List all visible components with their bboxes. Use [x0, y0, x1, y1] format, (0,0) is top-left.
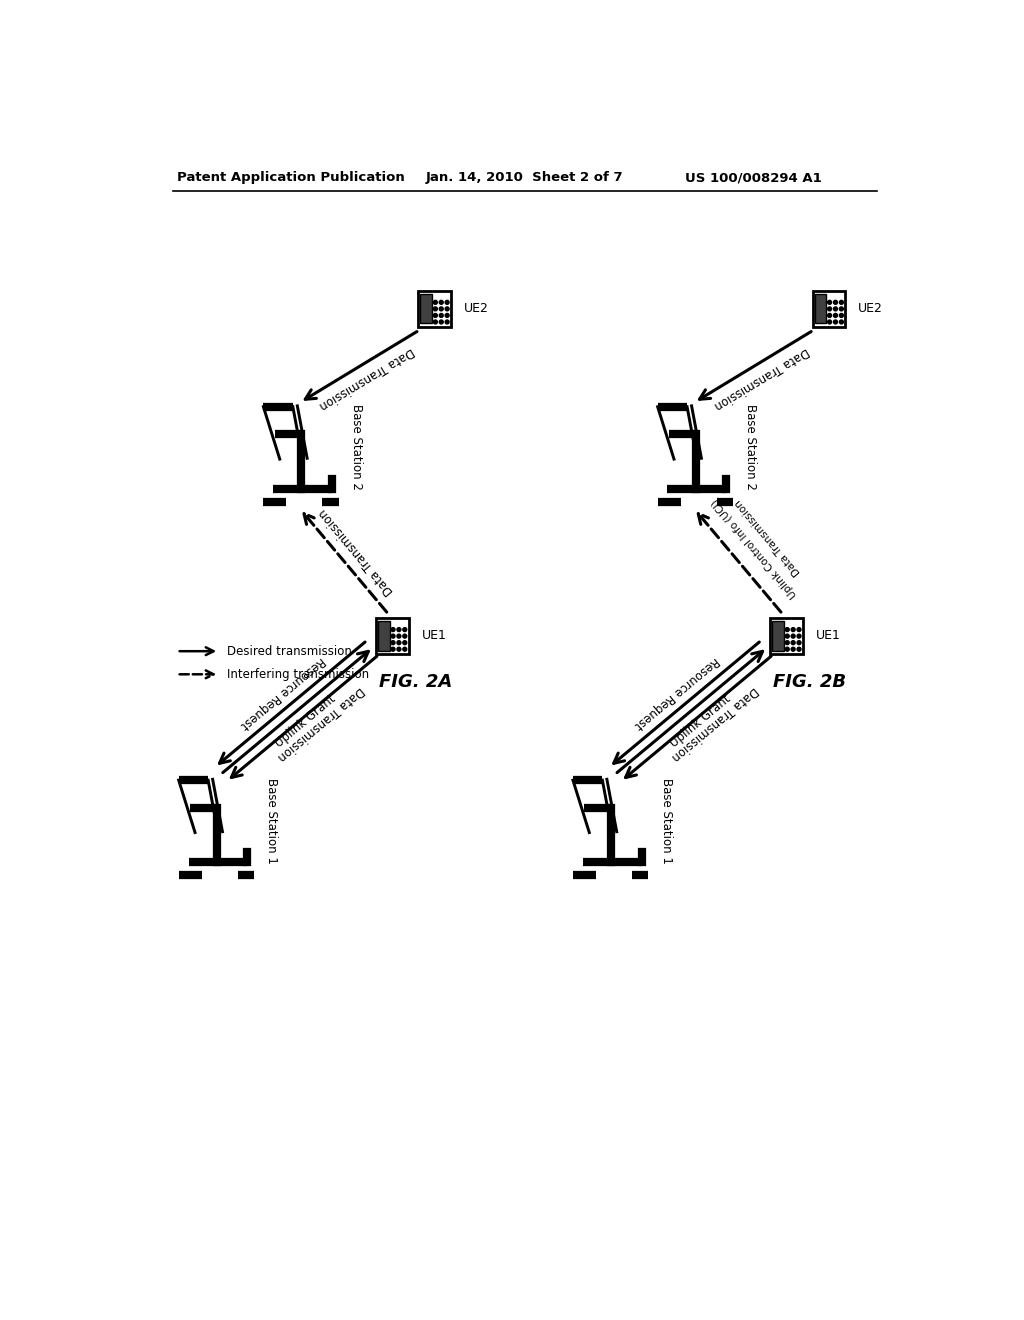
Text: Data Transmission: Data Transmission — [317, 345, 417, 412]
Circle shape — [433, 301, 437, 305]
Text: Interfering transmission: Interfering transmission — [226, 668, 369, 681]
Circle shape — [785, 634, 790, 638]
Text: Base Station 1: Base Station 1 — [265, 777, 279, 863]
Circle shape — [840, 308, 844, 310]
Text: Desired transmission: Desired transmission — [226, 644, 351, 657]
Circle shape — [397, 640, 400, 644]
Circle shape — [433, 308, 437, 310]
Circle shape — [834, 308, 838, 310]
Circle shape — [827, 313, 831, 317]
Circle shape — [797, 647, 801, 651]
Text: Uplink Grant: Uplink Grant — [668, 693, 733, 750]
Circle shape — [792, 634, 795, 638]
Bar — [772, 622, 784, 651]
Circle shape — [785, 627, 790, 631]
Text: Jan. 14, 2010  Sheet 2 of 7: Jan. 14, 2010 Sheet 2 of 7 — [426, 172, 624, 185]
Circle shape — [785, 640, 790, 644]
Circle shape — [840, 313, 844, 317]
Text: Data Transmission: Data Transmission — [316, 506, 396, 598]
Circle shape — [792, 647, 795, 651]
Text: Base Station 1: Base Station 1 — [659, 777, 673, 863]
Bar — [376, 618, 409, 653]
Text: UE1: UE1 — [422, 630, 446, 643]
Text: Resource Request: Resource Request — [238, 655, 327, 733]
Circle shape — [834, 313, 838, 317]
Text: Data Transmission: Data Transmission — [733, 496, 803, 577]
Text: Uplink Control Info (UCI): Uplink Control Info (UCI) — [711, 496, 800, 599]
Text: Data Transmission: Data Transmission — [712, 345, 811, 412]
Text: UE1: UE1 — [816, 630, 841, 643]
Bar — [420, 294, 432, 323]
Text: FIG. 2B: FIG. 2B — [773, 673, 846, 690]
Text: US 100/008294 A1: US 100/008294 A1 — [685, 172, 821, 185]
Circle shape — [402, 640, 407, 644]
Circle shape — [445, 308, 450, 310]
Circle shape — [827, 319, 831, 323]
Circle shape — [797, 640, 801, 644]
Circle shape — [397, 647, 400, 651]
Circle shape — [391, 634, 395, 638]
Circle shape — [433, 313, 437, 317]
Circle shape — [834, 319, 838, 323]
Circle shape — [433, 319, 437, 323]
Circle shape — [792, 640, 795, 644]
Text: Patent Application Publication: Patent Application Publication — [177, 172, 404, 185]
Text: Base Station 2: Base Station 2 — [744, 404, 758, 490]
Circle shape — [439, 308, 443, 310]
Bar — [813, 290, 846, 326]
Circle shape — [797, 634, 801, 638]
Bar — [378, 622, 390, 651]
Circle shape — [402, 647, 407, 651]
Circle shape — [391, 627, 395, 631]
Text: Resource Request: Resource Request — [632, 655, 721, 733]
Circle shape — [397, 627, 400, 631]
Bar — [419, 290, 452, 326]
Circle shape — [445, 301, 450, 305]
Circle shape — [439, 301, 443, 305]
Circle shape — [785, 647, 790, 651]
Circle shape — [439, 313, 443, 317]
Circle shape — [797, 627, 801, 631]
Text: Uplink Grant: Uplink Grant — [273, 693, 339, 750]
Text: UE2: UE2 — [464, 302, 488, 315]
Text: Data Transmission: Data Transmission — [669, 684, 761, 763]
Circle shape — [792, 627, 795, 631]
Circle shape — [391, 640, 395, 644]
Bar — [770, 618, 803, 653]
Circle shape — [834, 301, 838, 305]
Circle shape — [840, 301, 844, 305]
Text: Base Station 2: Base Station 2 — [350, 404, 364, 490]
Circle shape — [445, 313, 450, 317]
Text: UE2: UE2 — [858, 302, 883, 315]
Circle shape — [840, 319, 844, 323]
Text: Data Transmission: Data Transmission — [274, 684, 367, 763]
Circle shape — [397, 634, 400, 638]
Text: FIG. 2A: FIG. 2A — [379, 673, 452, 690]
Circle shape — [402, 634, 407, 638]
Circle shape — [827, 301, 831, 305]
Circle shape — [391, 647, 395, 651]
Circle shape — [445, 319, 450, 323]
Bar — [814, 294, 826, 323]
Circle shape — [402, 627, 407, 631]
Circle shape — [827, 308, 831, 310]
Circle shape — [439, 319, 443, 323]
